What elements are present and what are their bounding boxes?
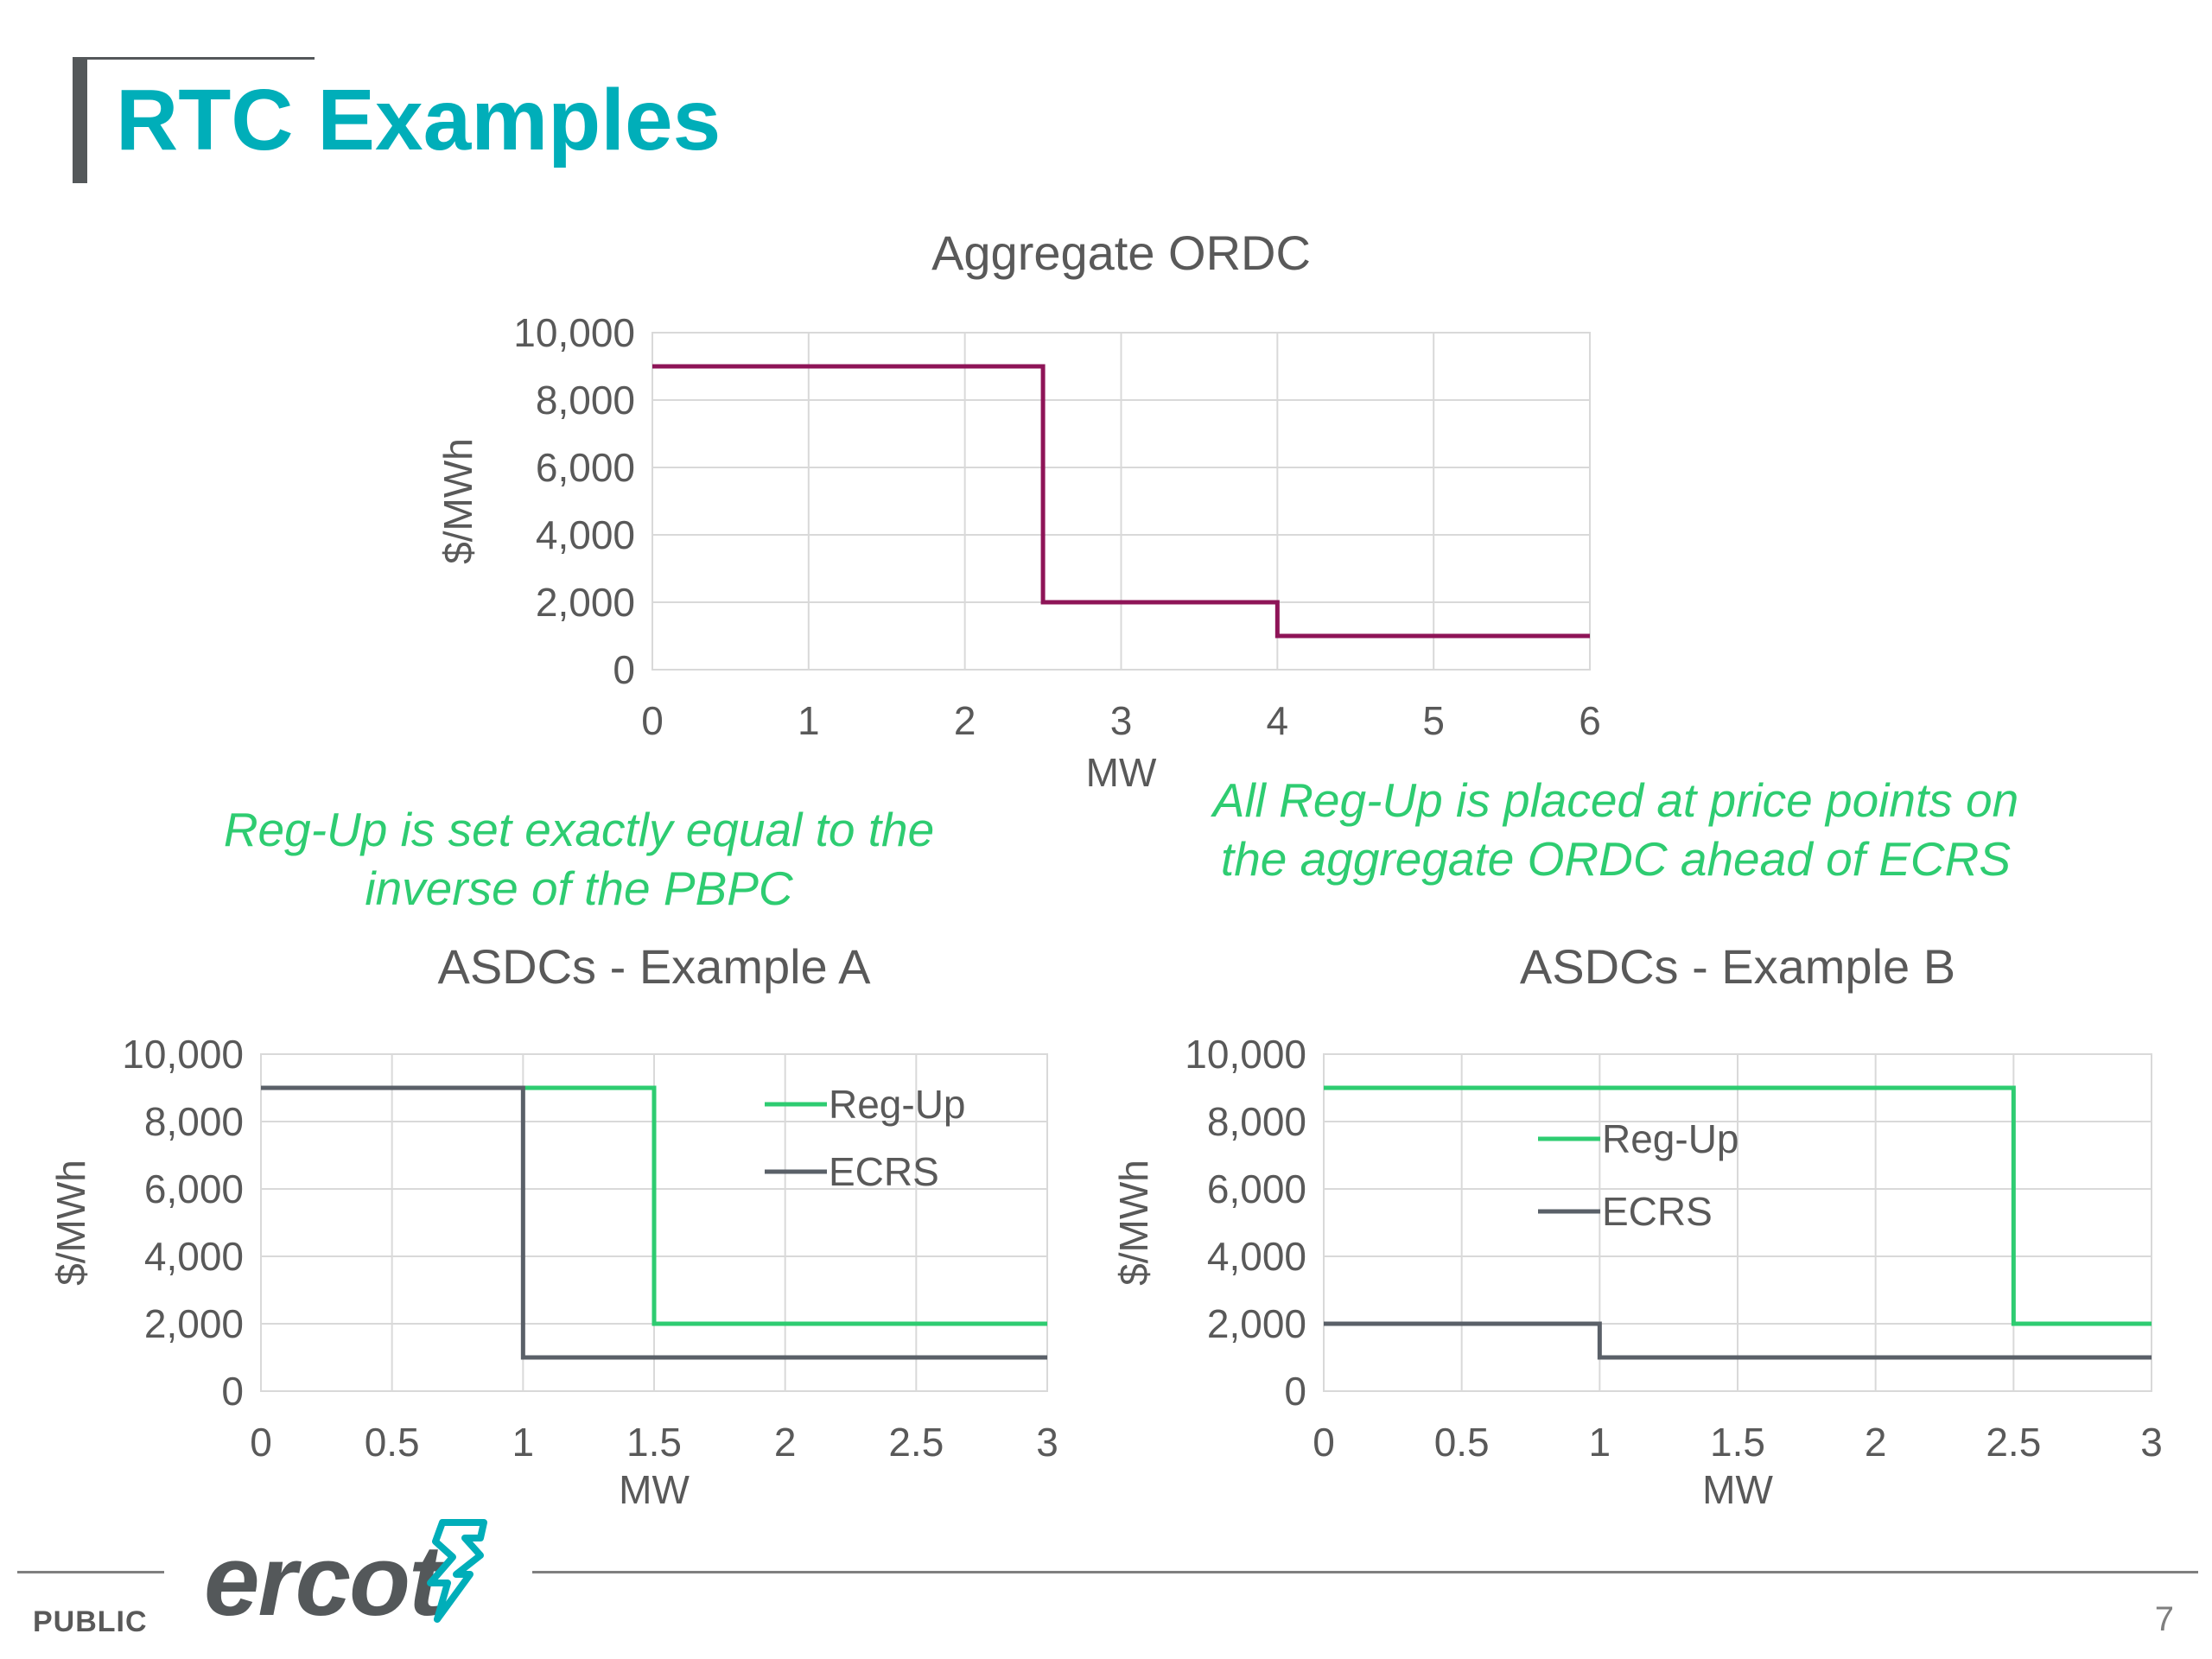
y-tick-label: 8,000 [1207,1099,1306,1144]
y-tick-label: 4,000 [144,1234,244,1279]
legend-label-reg-up: Reg-Up [1602,1116,1739,1161]
chart-title: Aggregate ORDC [931,226,1311,280]
y-tick-label: 0 [613,647,635,692]
x-axis-title: MW [1086,750,1157,795]
x-tick-label: 1 [798,698,820,743]
footer-rule-right [532,1571,2198,1573]
title-rule [73,57,315,60]
footer-rule-left [17,1571,164,1573]
x-tick-label: 2 [1865,1420,1887,1465]
title-accent-bar [73,59,87,183]
y-tick-label: 0 [1284,1369,1306,1414]
y-axis-title: $/MWh [1111,1160,1156,1286]
legend-label-reg-up: Reg-Up [829,1082,966,1127]
y-tick-label: 10,000 [1185,1032,1306,1077]
x-tick-label: 0 [641,698,664,743]
y-tick-label: 6,000 [1207,1166,1306,1211]
page-number: 7 [2154,1600,2174,1638]
x-tick-label: 1.5 [626,1420,682,1465]
series-line-ordc [652,364,1590,639]
y-tick-label: 6,000 [144,1166,244,1211]
legend-label-ecrs: ECRS [829,1149,939,1194]
plot-area-border [1323,1053,2152,1392]
x-axis-title: MW [1702,1467,1773,1512]
x-tick-label: 2.5 [888,1420,944,1465]
y-tick-label: 10,000 [513,310,635,355]
series-line-ecrs [1324,1321,2152,1360]
x-tick-label: 6 [1579,698,1601,743]
slide-title: RTC Examples [116,72,721,168]
asdc-example-a-chart: ASDCs - Example A02,0004,0006,0008,00010… [48,939,1058,1512]
logo-wordmark: ercot [204,1524,442,1637]
y-tick-label: 2,000 [1207,1301,1306,1346]
chart-title: ASDCs - Example B [1520,939,1955,994]
x-tick-label: 2 [954,698,976,743]
plot-area-border [260,1053,1048,1392]
footer-classification: PUBLIC [33,1605,148,1638]
lightning-bolt-icon [427,1519,487,1623]
y-tick-label: 4,000 [536,512,635,557]
y-tick-label: 8,000 [144,1099,244,1144]
x-tick-label: 0 [250,1420,272,1465]
y-tick-label: 8,000 [536,378,635,423]
note-example-b: All Reg-Up is placed at price points on … [1212,773,2019,886]
x-tick-label: 1 [512,1420,535,1465]
x-tick-label: 4 [1267,698,1289,743]
x-tick-label: 3 [1036,1420,1058,1465]
x-tick-label: 3 [2140,1420,2163,1465]
y-axis-title: $/MWh [48,1160,93,1286]
y-tick-label: 2,000 [536,580,635,625]
x-tick-label: 0.5 [365,1420,420,1465]
x-axis-title: MW [619,1467,690,1512]
x-tick-label: 1 [1589,1420,1611,1465]
x-tick-label: 0.5 [1434,1420,1490,1465]
chart-title: ASDCs - Example A [437,939,871,994]
note-example-a: Reg-Up is set exactly equal to the inver… [223,803,935,915]
y-tick-label: 0 [221,1369,244,1414]
x-tick-label: 2 [774,1420,797,1465]
y-axis-title: $/MWh [435,438,480,564]
plot-area-border [652,332,1591,671]
legend-label-ecrs: ECRS [1602,1189,1713,1234]
y-tick-label: 10,000 [122,1032,244,1077]
y-tick-label: 2,000 [144,1301,244,1346]
aggregate-ordc-chart: Aggregate ORDC 0 2,000 4,000 6,000 8,000 10,00… [435,226,1601,795]
x-tick-label: 1.5 [1710,1420,1765,1465]
series-line-ecrs [261,1085,1047,1360]
x-tick-label: 5 [1422,698,1445,743]
x-tick-label: 0 [1313,1420,1335,1465]
y-tick-label: 4,000 [1207,1234,1306,1279]
x-tick-label: 3 [1110,698,1133,743]
series-line-reg-up [1324,1085,2152,1326]
asdc-example-b-chart: ASDCs - Example B02,0004,0006,0008,00010… [1111,939,2163,1512]
x-tick-label: 2.5 [1986,1420,2041,1465]
y-tick-label: 6,000 [536,445,635,490]
